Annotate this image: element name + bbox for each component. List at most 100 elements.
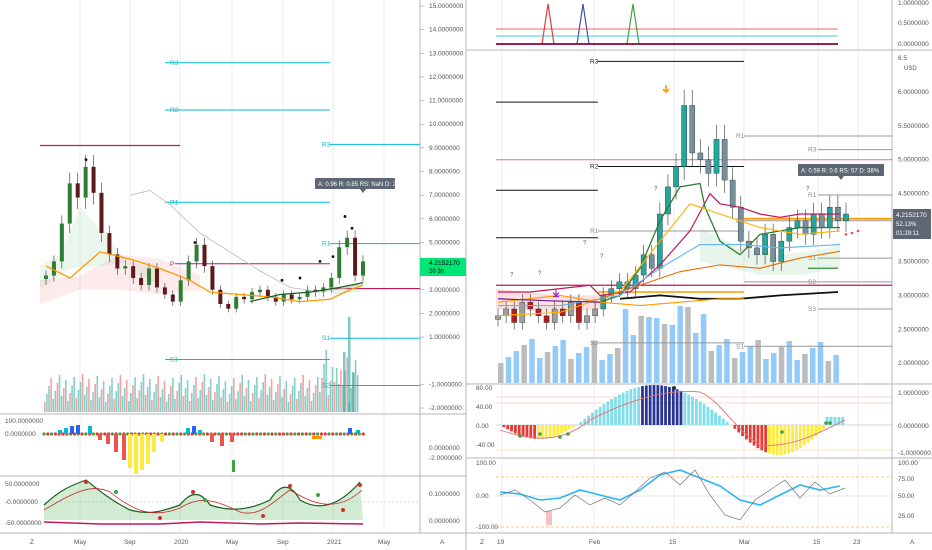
left-osc2-label: -50.0000000 [5,520,42,527]
left-volume-bar [52,399,54,412]
left-volume-bar [98,397,101,412]
right-volume-bar [739,352,746,383]
left-time-label: May [74,539,87,546]
left-volume-bar [272,400,275,412]
left-signal-dot [318,259,322,263]
right-candle-body [543,315,550,323]
left-candle-body [131,266,136,278]
right-pivot-label: R2 [590,164,599,171]
left-candle-body [345,237,350,248]
right-volume-bar [615,348,621,383]
right-osc1-bar [710,409,714,425]
right-candle-body [648,254,655,269]
left-pivot-label: R1 [322,241,331,248]
right-osc2-label: 50.00 [898,493,915,500]
left-osc1-bar [146,434,150,464]
right-candle-body [843,213,849,221]
right-volume-bar [669,325,676,383]
left-osc1-bar [128,434,132,468]
right-osc1-bar [587,415,590,425]
left-volume-bar [178,383,180,412]
right-osc1-bar [694,399,698,425]
left-price-tick-label: -1.0000000 [429,381,462,388]
left-osc1-dot [202,432,206,436]
right-osc1-bar [675,389,679,425]
right-osc1-bar [614,396,617,425]
right-volume-bar [544,352,551,383]
right-osc1-bar [506,425,510,430]
left-candle-body [67,183,72,224]
left-volume-bar [195,377,197,412]
left-volume-bar [218,376,220,412]
left-osc1-dot [266,432,270,436]
right-volume-bar [576,353,582,383]
right-candle-body [827,207,833,228]
left-volume-bar [224,381,227,412]
left-volume-bar [230,386,233,412]
left-candle-body [202,244,207,267]
right-volume-bar [622,309,629,383]
left-volume-bar [251,393,254,412]
right-candle-body [786,227,793,242]
right-candle-body [551,308,558,323]
left-candle-body [361,261,365,276]
right-candle-body [810,213,817,235]
left-candle-body [353,237,358,276]
right-time-label: 19 [497,539,505,546]
left-osc1-dot [217,432,221,436]
left-volume-bar [228,394,231,412]
right-osc1-bar [544,425,548,439]
left-volume-bar [235,399,237,412]
left-volume-bar [283,389,285,412]
left-osc2-label: 0.0000000 [429,518,460,525]
left-stats-pointer [360,189,366,193]
right-currency-label: USD [904,66,917,72]
left-ma-orange [45,251,364,303]
left-osc1-dot [251,432,255,436]
left-volume-bar [142,374,145,412]
left-osc1-dot [289,432,293,436]
right-osc1-bar [571,425,575,428]
left-osc1-dot [84,432,88,436]
right-top-spike [576,3,590,45]
left-osc1-dot [361,432,365,436]
right-osc1-bar [567,425,571,430]
left-volume-bar [48,386,50,412]
left-osc1-label: 0.0000000 [5,431,36,438]
right-osc1-bar [525,425,529,438]
right-candle-body [737,207,744,242]
right-pivot-label: S2 [808,279,816,286]
right-osc1-dot [518,434,522,438]
left-volume-bar [296,399,298,412]
right-volume-bar [661,324,668,383]
right-osc1-bar [691,396,694,425]
right-ma-crimson [498,192,840,297]
left-volume-bar [323,364,325,412]
left-volume-bar [335,368,338,412]
right-stats-label: A: 0.59 R: 0.6 RS: 57 D: 38% [801,169,880,175]
left-candle-body [107,233,112,255]
left-candle-body [51,261,56,276]
left-osc1-dot [297,432,301,436]
right-osc1-bar [641,386,644,425]
right-volume-bar [638,316,644,383]
left-osc1-dot [179,432,183,436]
left-volume-bar [94,384,96,412]
left-volume-bar [117,383,120,412]
right-osc1-bar [502,425,506,428]
left-time-label: May [226,539,239,546]
left-volume-bar [266,395,269,412]
right-osc1-bar [625,390,629,425]
left-volume-bar [191,393,193,412]
right-osc1-bar [829,417,833,425]
right-osc1-bar [583,418,587,425]
left-pivot-label: S1 [170,357,178,364]
left-volume-bar [128,401,130,412]
right-volume-bar [630,335,637,383]
left-volume-bar [352,372,355,412]
left-candle-body [329,277,334,288]
left-volume-bar [239,383,241,412]
left-osc1-dot [262,432,266,436]
right-volume-bar [700,314,707,383]
